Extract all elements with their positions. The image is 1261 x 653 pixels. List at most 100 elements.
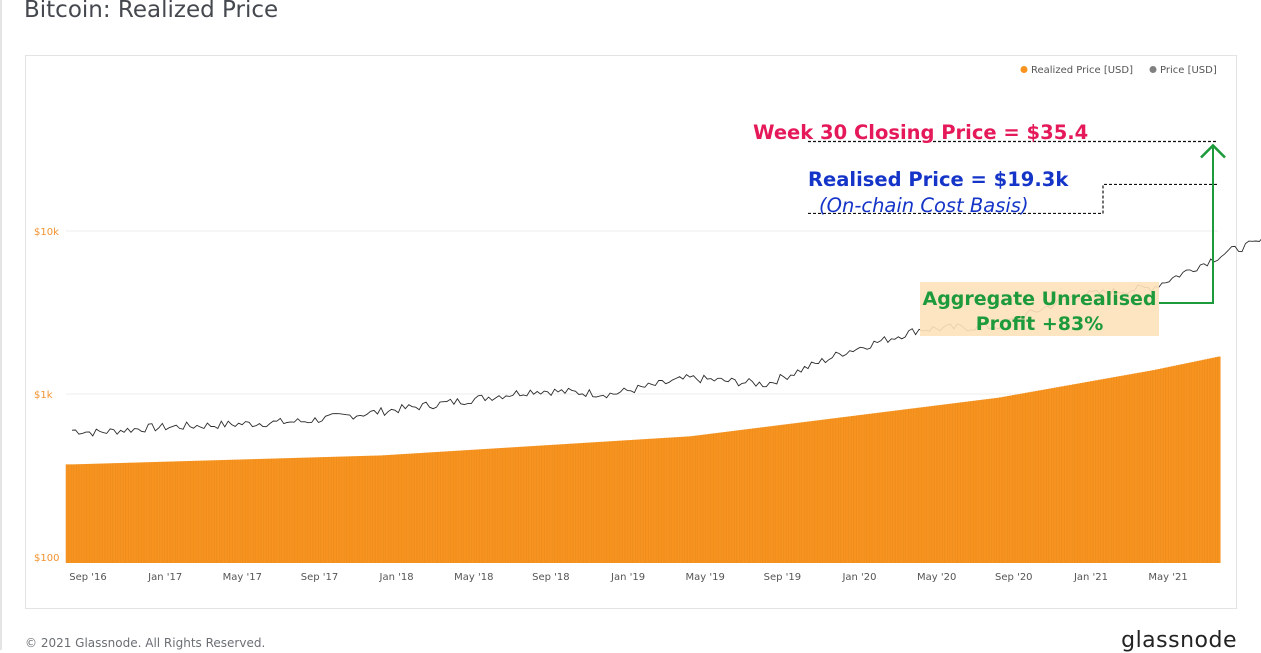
realized-price-bar (1080, 383, 1083, 563)
realized-price-bar (1067, 385, 1070, 563)
realized-price-bar (268, 458, 272, 563)
x-tick-label: Jan '21 (1073, 572, 1108, 583)
realised-price-annotation: Realised Price = $19.3k (808, 168, 1069, 191)
realized-price-bar (66, 464, 69, 563)
realized-price-bar (211, 460, 215, 563)
realized-price-bar (666, 437, 670, 563)
realized-price-bar (281, 458, 285, 563)
realized-price-bar (489, 448, 493, 563)
realized-price-bar (1038, 390, 1042, 563)
realized-price-bar (198, 460, 202, 563)
realized-price-bar (151, 462, 155, 563)
realized-price-bar (534, 445, 537, 563)
realized-price-bar (497, 448, 501, 563)
realized-price-bar (950, 403, 953, 563)
realized-price-bar (625, 440, 628, 563)
realized-price-bar (406, 453, 410, 563)
x-axis: Sep '16 Jan '17 May '17 Sep '17 Jan '18 May '… (69, 572, 1188, 583)
realized-price-bar (1129, 374, 1133, 563)
realized-price-bar (645, 439, 649, 563)
annotations: Week 30 Closing Price = $35.4 Realised P… (753, 121, 1226, 336)
realized-price-bar (279, 458, 282, 563)
realized-price-bar (107, 463, 111, 563)
realized-price-bar (1176, 365, 1179, 563)
realized-price-bar (1147, 370, 1151, 563)
realized-price-bar (827, 418, 831, 563)
realized-price-bar (469, 449, 472, 563)
realized-price-bar (1142, 371, 1146, 563)
realized-price-bar (185, 461, 189, 563)
realized-price-bar (833, 418, 836, 563)
realized-price-bar (942, 404, 945, 563)
realized-price-bar (638, 439, 641, 563)
realized-price-bar (1119, 376, 1122, 563)
realized-price-bar (219, 460, 223, 563)
realized-price-bar (877, 412, 880, 563)
realized-price-bar (1168, 366, 1172, 563)
realized-price-bar (1202, 359, 1205, 563)
realized-price-bar (783, 424, 787, 563)
realized-price-bar (206, 460, 210, 563)
realized-price-bar (396, 454, 399, 563)
x-tick-label: Jan '20 (841, 572, 876, 583)
realized-price-bar (1155, 369, 1159, 563)
y-tick-label: $1k (34, 390, 53, 401)
realized-price-bar (362, 455, 366, 563)
realized-price-bar (471, 449, 475, 563)
realized-price-bar (94, 463, 98, 563)
realized-price-bar (536, 445, 540, 563)
realized-price-bar (404, 453, 407, 563)
realized-price-bar (245, 459, 249, 563)
realized-price-bar (1134, 373, 1138, 563)
realized-price-bar (1108, 377, 1112, 563)
realized-price-bar (224, 459, 228, 563)
realized-price-bar (692, 435, 696, 563)
realized-price-bar (913, 408, 917, 563)
realized-price-bar (232, 459, 236, 563)
realized-price-bar (164, 461, 168, 563)
realized-price-bar (661, 438, 665, 563)
realized-price-bar (674, 437, 678, 563)
realized-price-bar (911, 408, 914, 563)
realized-price-bar (541, 445, 545, 563)
realized-price-bar (502, 447, 506, 563)
realized-price-bar (190, 460, 194, 563)
realized-price-bar (1100, 379, 1104, 563)
realized-price-bar (484, 448, 488, 563)
realized-price-bar (617, 440, 620, 563)
cost-basis-annotation: (On-chain Cost Basis) (819, 194, 1029, 217)
realized-price-bar (554, 444, 558, 563)
realized-price-bar (1137, 372, 1140, 563)
x-tick-label: Jan '19 (610, 572, 645, 583)
realized-price-bar (315, 457, 319, 563)
realized-price-bar (560, 444, 563, 563)
realized-price-bar (346, 456, 350, 563)
realized-price-bar (918, 407, 922, 563)
realized-price-bar (814, 420, 818, 563)
realized-price-bar (1121, 375, 1125, 563)
realized-price-bar (1007, 395, 1010, 563)
realized-price-bar (916, 407, 919, 563)
realized-price-bar (170, 461, 173, 563)
brand-logo: glassnode (1121, 628, 1237, 653)
realized-price-bar (1028, 392, 1031, 563)
realized-price-bar (453, 450, 457, 563)
realized-price-bar (765, 426, 769, 563)
realized-price-bar (86, 463, 90, 563)
realized-price-bar (401, 454, 405, 563)
realized-price-bar (807, 421, 810, 563)
realized-price-bar (458, 450, 462, 563)
realized-price-bar (1082, 382, 1086, 563)
realized-price-bar (266, 458, 269, 563)
realized-price-bar (175, 461, 178, 563)
realized-price-bar (112, 463, 116, 563)
realized-price-bar (892, 410, 896, 563)
realized-price-bar (253, 459, 256, 563)
realized-price-bar (770, 426, 774, 563)
realized-price-bar (526, 446, 529, 563)
realized-price-bar (1043, 389, 1047, 563)
realized-price-bar (375, 455, 379, 563)
realized-price-bar (1139, 372, 1143, 563)
realized-price-bar (448, 451, 451, 563)
realized-price-bar (372, 455, 376, 563)
